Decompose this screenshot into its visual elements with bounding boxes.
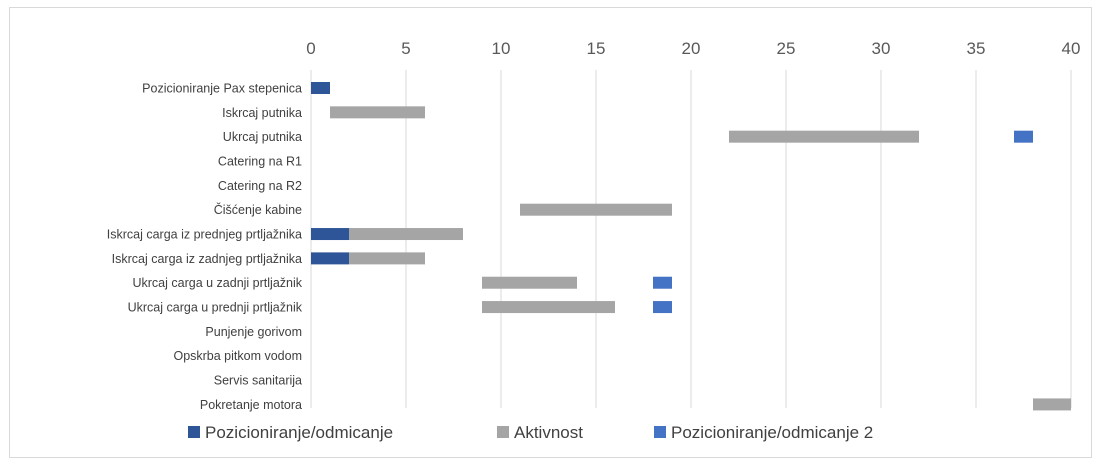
category-label: Ukrcaj putnika [223, 130, 302, 144]
x-tick-label: 35 [967, 39, 986, 58]
chart-frame [9, 7, 1092, 458]
bar-segment-series-3 [1014, 130, 1033, 143]
bar-segment-series-2 [482, 276, 577, 289]
category-label: Iskrcaj carga iz prednjeg prtljažnika [107, 228, 302, 242]
category-label: Opskrba pitkom vodom [173, 349, 302, 363]
category-labels: Pozicioniranje Pax stepenica Iskrcaj putn… [107, 82, 303, 412]
category-label: Ukrcaj carga u prednji prtljažnik [128, 301, 303, 315]
x-axis-ticks: 0 5 10 15 20 25 30 35 40 [306, 39, 1080, 58]
legend-swatch [654, 426, 666, 438]
category-label: Čišćenje kabine [214, 202, 302, 217]
x-tick-label: 20 [682, 39, 701, 58]
x-tick-label: 0 [306, 39, 315, 58]
legend-label: Pozicioniranje/odmicanje [205, 423, 393, 442]
category-label: Pokretanje motora [200, 398, 302, 412]
x-tick-label: 25 [777, 39, 796, 58]
legend-label: Pozicioniranje/odmicanje 2 [671, 423, 873, 442]
category-label: Punjenje gorivom [205, 325, 302, 339]
bar-segment-series-2 [520, 203, 672, 216]
x-tick-label: 30 [872, 39, 891, 58]
bar-segment-series-2 [1033, 398, 1071, 411]
category-label: Ukrcaj carga u zadnji prtljažnik [132, 276, 302, 290]
bars [311, 82, 1071, 411]
category-label: Catering na R1 [218, 155, 302, 169]
category-label: Catering na R2 [218, 179, 302, 193]
bar-segment-series-1 [311, 82, 330, 94]
gridlines [310, 70, 1072, 408]
bar-segment-series-3 [653, 301, 672, 314]
bar-segment-series-2 [349, 252, 425, 265]
x-tick-label: 40 [1062, 39, 1081, 58]
bar-segment-series-2 [482, 301, 615, 314]
category-label: Iskrcaj putnika [222, 106, 302, 120]
legend: Pozicioniranje/odmicanje Aktivnost Pozicio… [188, 423, 873, 442]
legend-swatch [497, 426, 509, 438]
category-label: Servis sanitarija [214, 374, 302, 388]
bar-segment-series-2 [349, 228, 463, 241]
category-label: Iskrcaj carga iz zadnjeg prtljažnika [112, 252, 302, 266]
bar-segment-series-2 [729, 130, 919, 143]
legend-swatch [188, 426, 200, 438]
bar-segment-series-3 [653, 276, 672, 289]
category-label: Pozicioniranje Pax stepenica [142, 82, 302, 96]
x-tick-label: 15 [587, 39, 606, 58]
legend-label: Aktivnost [514, 423, 583, 442]
x-tick-label: 5 [401, 39, 410, 58]
bar-segment-series-2 [330, 106, 425, 119]
x-tick-label: 10 [492, 39, 511, 58]
bar-segment-series-1 [311, 228, 349, 241]
bar-segment-series-1 [311, 252, 349, 265]
